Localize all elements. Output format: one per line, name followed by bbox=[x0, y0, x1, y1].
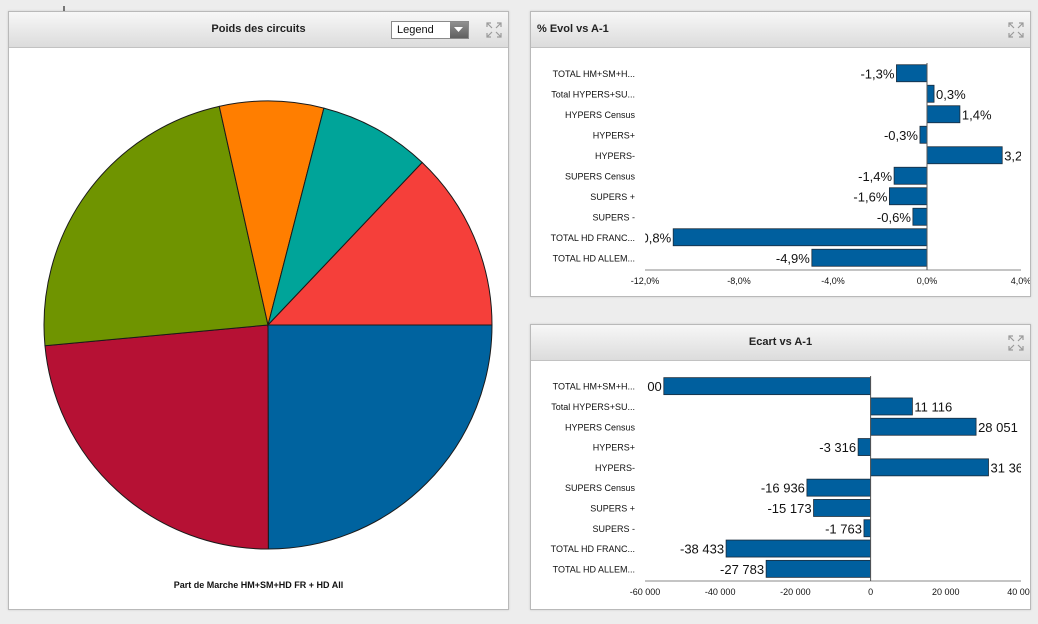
x-tick-label: 4,0% bbox=[1011, 276, 1031, 286]
category-label: TOTAL HM+SM+H... bbox=[553, 69, 635, 79]
bar[interactable] bbox=[893, 166, 928, 185]
category-label: TOTAL HD FRANC... bbox=[551, 544, 635, 554]
data-label: -16 936 bbox=[761, 481, 805, 496]
legend-dropdown-arrow[interactable] bbox=[450, 22, 468, 38]
bar[interactable] bbox=[926, 105, 961, 124]
pie-slice[interactable] bbox=[43, 105, 269, 347]
category-label: Total HYPERS+SU... bbox=[551, 89, 635, 99]
ecart-panel-header: Ecart vs A-1 bbox=[531, 325, 1030, 361]
data-label: 28 051 bbox=[978, 420, 1018, 435]
category-label: SUPERS + bbox=[590, 503, 635, 513]
data-label: -3 316 bbox=[819, 440, 856, 455]
data-label: -1,6% bbox=[853, 189, 887, 204]
pie-panel-title: Poids des circuits bbox=[211, 23, 306, 35]
category-label: SUPERS - bbox=[592, 524, 635, 534]
bar[interactable] bbox=[926, 84, 935, 103]
pie-slice[interactable] bbox=[267, 107, 423, 327]
evol-bar-chart: -1,3% 0,3% 1,4% -0,3% 3,2 -1,4% -1,6% -0,6% 0,8%… bbox=[551, 63, 1031, 286]
category-label: SUPERS Census bbox=[565, 171, 636, 181]
data-label: -0,6% bbox=[877, 210, 911, 225]
data-label: 00 bbox=[647, 379, 661, 394]
data-label: -1,4% bbox=[858, 169, 892, 184]
bar[interactable] bbox=[725, 539, 871, 558]
category-label: TOTAL HD ALLEM... bbox=[553, 564, 635, 574]
evol-panel-header: % Evol vs A-1 bbox=[531, 12, 1030, 48]
legend-dropdown-label: Legend bbox=[397, 24, 434, 36]
expand-arrows-icon[interactable] bbox=[1008, 22, 1024, 38]
bar[interactable] bbox=[919, 125, 928, 144]
bar[interactable] bbox=[765, 559, 871, 578]
bar[interactable] bbox=[870, 417, 977, 436]
bar[interactable] bbox=[857, 438, 872, 456]
expand-arrows-icon[interactable] bbox=[1008, 335, 1024, 351]
category-label: HYPERS Census bbox=[565, 422, 636, 432]
bar[interactable] bbox=[870, 458, 989, 477]
ecart-panel: Ecart vs A-1 00 11 116 28 051 -3 316 31 36 -1… bbox=[530, 324, 1031, 610]
bar[interactable] bbox=[863, 519, 872, 538]
data-label: -1,3% bbox=[860, 66, 894, 81]
ecart-panel-title: Ecart vs A-1 bbox=[748, 336, 813, 348]
expand-arrows-icon[interactable] bbox=[486, 22, 502, 38]
x-tick-label: 40 000 bbox=[1007, 587, 1031, 597]
category-label: SUPERS - bbox=[592, 212, 635, 222]
category-label: TOTAL HD ALLEM... bbox=[553, 253, 635, 263]
pie-slice[interactable] bbox=[218, 100, 325, 326]
bar[interactable] bbox=[926, 146, 1003, 165]
x-tick-label: -40 000 bbox=[705, 587, 736, 597]
evol-panel-title: % Evol vs A-1 bbox=[537, 23, 609, 35]
bar[interactable] bbox=[912, 207, 928, 226]
data-label: -4,9% bbox=[776, 251, 810, 266]
bar[interactable] bbox=[870, 397, 913, 416]
data-label: 11 116 bbox=[914, 399, 952, 414]
data-label: 0,8% bbox=[642, 230, 672, 245]
x-tick-label: -60 000 bbox=[630, 587, 661, 597]
category-label: TOTAL HM+SM+H... bbox=[553, 382, 635, 392]
pie-panel: Poids des circuits Legend Part de Marche… bbox=[8, 11, 509, 610]
legend-dropdown[interactable]: Legend bbox=[391, 21, 469, 39]
x-tick-label: -20 000 bbox=[780, 587, 811, 597]
pie-panel-header: Poids des circuits Legend bbox=[9, 12, 508, 48]
data-label: 31 36 bbox=[991, 460, 1024, 475]
bar[interactable] bbox=[663, 377, 872, 396]
category-label: HYPERS- bbox=[595, 463, 635, 473]
data-label: 0,3% bbox=[936, 87, 966, 102]
x-tick-label: -8,0% bbox=[727, 276, 751, 286]
data-label: -15 173 bbox=[767, 501, 811, 516]
category-label: HYPERS+ bbox=[593, 130, 635, 140]
pie-slice[interactable] bbox=[44, 324, 269, 550]
bar[interactable] bbox=[811, 248, 928, 267]
bar[interactable] bbox=[896, 64, 928, 83]
x-tick-label: -12,0% bbox=[631, 276, 660, 286]
category-label: SUPERS + bbox=[590, 192, 635, 202]
category-label: SUPERS Census bbox=[565, 483, 636, 493]
category-label: HYPERS Census bbox=[565, 110, 636, 120]
data-label: -27 783 bbox=[720, 562, 764, 577]
bar[interactable] bbox=[672, 228, 928, 247]
x-tick-label: 0,0% bbox=[917, 276, 938, 286]
x-tick-label: 0 bbox=[868, 587, 873, 597]
pie-slice[interactable] bbox=[267, 324, 493, 550]
x-tick-label: -4,0% bbox=[821, 276, 845, 286]
category-label: HYPERS+ bbox=[593, 443, 635, 453]
evol-panel: % Evol vs A-1 -1,3% 0,3% 1,4% -0,3% 3,2 -1,4%… bbox=[530, 11, 1031, 297]
data-label: -0,3% bbox=[884, 128, 918, 143]
data-label: -38 433 bbox=[680, 542, 724, 557]
bar[interactable] bbox=[806, 478, 872, 497]
data-label: 3,2 bbox=[1004, 148, 1022, 163]
data-label: 1,4% bbox=[962, 107, 992, 122]
pie-chart bbox=[43, 100, 493, 550]
pie-caption: Part de Marche HM+SM+HD FR + HD All bbox=[173, 580, 344, 590]
x-tick-label: 20 000 bbox=[932, 587, 960, 597]
pie-slice[interactable] bbox=[266, 161, 493, 326]
category-label: TOTAL HD FRANC... bbox=[551, 233, 635, 243]
category-label: HYPERS- bbox=[595, 151, 635, 161]
data-label: -1 763 bbox=[825, 521, 862, 536]
chevron-down-icon bbox=[454, 27, 463, 32]
bar[interactable] bbox=[888, 187, 928, 206]
bar[interactable] bbox=[813, 499, 871, 517]
category-label: Total HYPERS+SU... bbox=[551, 402, 635, 412]
